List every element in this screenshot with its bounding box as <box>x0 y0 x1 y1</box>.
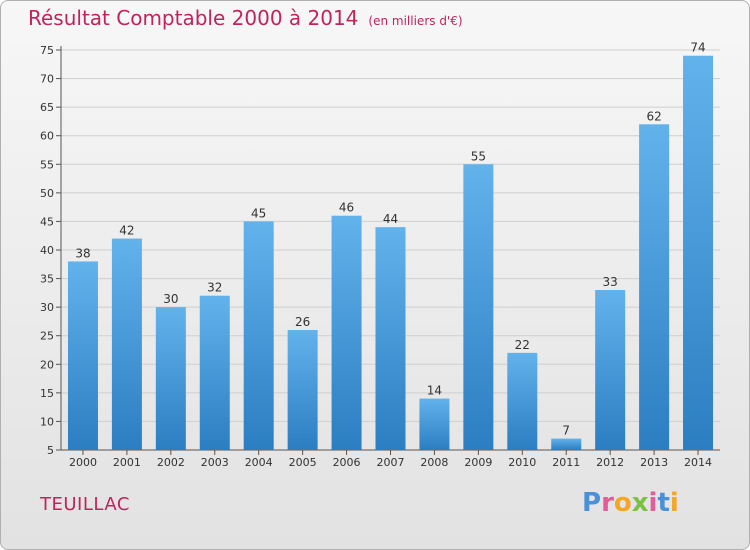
y-tick-label: 30 <box>40 301 54 314</box>
bar-2009[interactable] <box>463 164 494 451</box>
bar-2002[interactable] <box>155 307 186 450</box>
logo-letter: i <box>669 488 679 518</box>
logo-letter: r <box>601 488 614 518</box>
logo-letter: x <box>631 488 649 518</box>
y-tick-label: 60 <box>40 130 54 143</box>
x-tick-label-2014: 2014 <box>684 456 712 469</box>
y-tick-label: 70 <box>40 73 54 86</box>
data-label-2002: 30 <box>163 292 178 306</box>
data-label-2000: 38 <box>75 246 90 260</box>
bar-2011[interactable] <box>551 438 582 450</box>
bar-2005[interactable] <box>287 330 318 450</box>
x-tick-label-2000: 2000 <box>69 456 97 469</box>
x-tick-label-2011: 2011 <box>552 456 580 469</box>
x-tick-label-2013: 2013 <box>640 456 668 469</box>
x-tick-label-2006: 2006 <box>333 456 361 469</box>
y-tick-label: 35 <box>40 273 54 286</box>
y-tick-label: 50 <box>40 187 54 200</box>
chart-subtitle: (en milliers d'€) <box>368 14 463 28</box>
y-tick-label: 55 <box>40 158 54 171</box>
proxiti-logo[interactable]: Proxiti <box>582 488 679 518</box>
city-name: TEUILLAC <box>40 494 130 515</box>
data-label-2012: 33 <box>603 275 618 289</box>
logo-letter: o <box>613 488 632 518</box>
data-label-2001: 42 <box>119 224 134 238</box>
x-tick-label-2009: 2009 <box>464 456 492 469</box>
bar-2014[interactable] <box>683 55 714 450</box>
chart-title: Résultat Comptable 2000 à 2014 (en millie… <box>28 6 463 30</box>
bar-2013[interactable] <box>639 124 670 451</box>
bar-2007[interactable] <box>375 227 406 450</box>
y-tick-label: 25 <box>40 330 54 343</box>
bar-2012[interactable] <box>595 290 626 450</box>
bars <box>67 55 714 451</box>
bar-2008[interactable] <box>419 398 450 450</box>
logo-letter: i <box>648 488 658 518</box>
y-tick-label: 75 <box>40 44 54 57</box>
labels: 5 10 15 20 25 30 35 40 45 50 55 60 65 70 75 38 2000 42 200… <box>40 41 712 469</box>
x-tick-label-2010: 2010 <box>508 456 536 469</box>
data-label-2009: 55 <box>471 149 486 163</box>
y-tick-label: 65 <box>40 101 54 114</box>
y-tick-label: 45 <box>40 215 54 228</box>
x-tick-label-2004: 2004 <box>245 456 273 469</box>
data-label-2011: 7 <box>562 424 570 438</box>
y-tick-label: 40 <box>40 244 54 257</box>
data-label-2003: 32 <box>207 281 222 295</box>
bar-2004[interactable] <box>243 221 274 450</box>
logo-letter: t <box>657 488 670 518</box>
data-label-2005: 26 <box>295 315 310 329</box>
data-label-2010: 22 <box>515 338 530 352</box>
x-tick-label-2008: 2008 <box>420 456 448 469</box>
data-label-2004: 45 <box>251 206 266 220</box>
x-tick-label-2001: 2001 <box>113 456 141 469</box>
bar-2000[interactable] <box>67 261 98 450</box>
data-label-2014: 74 <box>690 41 705 55</box>
x-tick-label-2007: 2007 <box>377 456 405 469</box>
data-label-2007: 44 <box>383 212 398 226</box>
x-tick-label-2002: 2002 <box>157 456 185 469</box>
chart-title-text: Résultat Comptable 2000 à 2014 <box>28 6 359 30</box>
y-tick-label: 20 <box>40 358 54 371</box>
y-tick-label: 10 <box>40 415 54 428</box>
logo-letter: P <box>582 488 602 518</box>
data-label-2008: 14 <box>427 384 442 398</box>
data-label-2013: 62 <box>646 109 661 123</box>
y-tick-label: 5 <box>47 444 54 457</box>
x-tick-label-2003: 2003 <box>201 456 229 469</box>
x-tick-label-2012: 2012 <box>596 456 624 469</box>
x-tick-label-2005: 2005 <box>289 456 317 469</box>
bar-2003[interactable] <box>199 295 230 450</box>
data-label-2006: 46 <box>339 201 354 215</box>
bar-2010[interactable] <box>507 352 538 450</box>
bar-2006[interactable] <box>331 215 362 450</box>
y-tick-label: 15 <box>40 387 54 400</box>
bar-2001[interactable] <box>111 238 142 450</box>
